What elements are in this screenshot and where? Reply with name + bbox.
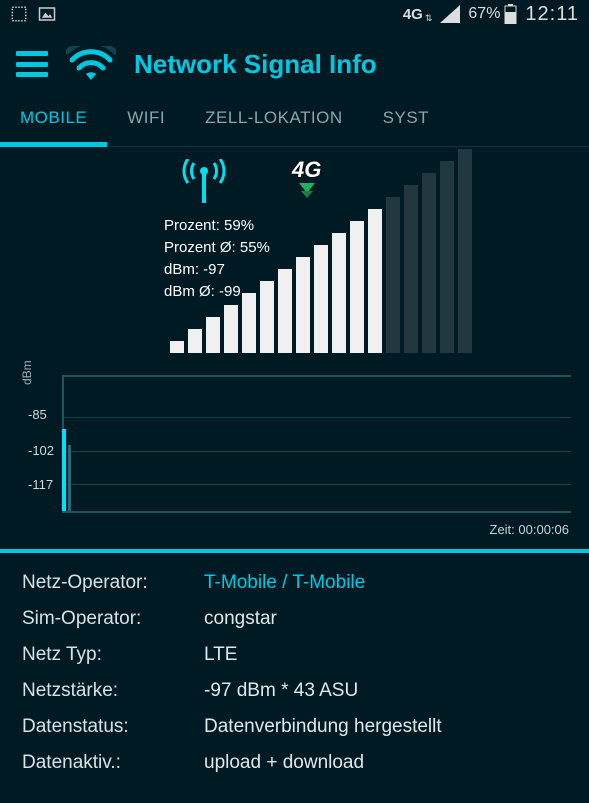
percent-stat: Prozent: 59% bbox=[164, 215, 270, 237]
percent-avg-stat: Prozent Ø: 55% bbox=[164, 237, 270, 259]
dbm-stat: dBm: -97 bbox=[164, 259, 270, 281]
info-row: Netz Typ:LTE bbox=[22, 637, 567, 673]
info-table: Netz-Operator:T-Mobile / T-MobileSim-Ope… bbox=[0, 553, 589, 793]
cell-signal-icon bbox=[440, 5, 460, 23]
graph-data-bar bbox=[62, 429, 66, 511]
graph-tick: -102 bbox=[28, 443, 54, 458]
tab-wifi[interactable]: WIFI bbox=[107, 94, 185, 146]
graph-data-bar bbox=[68, 445, 71, 511]
info-value: LTE bbox=[204, 637, 237, 673]
signal-bar bbox=[422, 173, 436, 353]
clock: 12:11 bbox=[525, 3, 579, 26]
info-value: T-Mobile / T-Mobile bbox=[204, 565, 365, 601]
status-bar: 4G ⇅ 67% 12:11 bbox=[0, 0, 589, 28]
tab-mobile[interactable]: MOBILE bbox=[0, 94, 107, 147]
graph-time: Zeit: 00:00:06 bbox=[490, 522, 570, 537]
info-row: Sim-Operator:congstar bbox=[22, 601, 567, 637]
signal-bar bbox=[386, 197, 400, 353]
graph-area: dBm -85 -102 -117 Zeit: 00:00:06 bbox=[0, 367, 589, 543]
graph-tick: -117 bbox=[28, 477, 53, 492]
signal-bar bbox=[458, 149, 472, 353]
network-type-badge: 4G bbox=[403, 6, 423, 23]
info-row: Netzstärke:-97 dBm * 43 ASU bbox=[22, 673, 567, 709]
info-row: Netz-Operator:T-Mobile / T-Mobile bbox=[22, 565, 567, 601]
signal-bar bbox=[350, 221, 364, 353]
signal-bar bbox=[314, 245, 328, 353]
signal-stats: Prozent: 59% Prozent Ø: 55% dBm: -97 dBm… bbox=[164, 215, 270, 303]
signal-bar bbox=[368, 209, 382, 353]
tab-bar: MOBILE WIFI ZELL-LOKATION SYST bbox=[0, 94, 589, 147]
signal-bar bbox=[170, 341, 184, 353]
battery-percent: 67% bbox=[468, 5, 500, 23]
signal-bar bbox=[206, 317, 220, 353]
wifi-icon bbox=[66, 46, 116, 82]
tab-system[interactable]: SYST bbox=[363, 94, 449, 146]
battery-icon bbox=[504, 4, 517, 24]
graph-box bbox=[62, 375, 571, 513]
app-title: Network Signal Info bbox=[134, 49, 377, 80]
info-value: -97 dBm * 43 ASU bbox=[204, 673, 358, 709]
signal-bar bbox=[188, 329, 202, 353]
info-label: Netzstärke: bbox=[22, 673, 204, 709]
info-row: Datenaktiv.:upload + download bbox=[22, 745, 567, 781]
signal-bar bbox=[278, 269, 292, 353]
signal-bar bbox=[296, 257, 310, 353]
info-row: Datenstatus:Datenverbindung hergestellt bbox=[22, 709, 567, 745]
notification-icon bbox=[10, 5, 28, 23]
info-label: Datenstatus: bbox=[22, 709, 204, 745]
title-bar: Network Signal Info bbox=[0, 28, 589, 94]
info-value: Datenverbindung hergestellt bbox=[204, 709, 442, 745]
signal-area: 4G Prozent: 59% Prozent Ø: 55% dBm: -97 … bbox=[0, 147, 589, 367]
menu-button[interactable] bbox=[16, 51, 48, 77]
info-label: Datenaktiv.: bbox=[22, 745, 204, 781]
graph-tick: -85 bbox=[28, 407, 47, 422]
info-label: Sim-Operator: bbox=[22, 601, 204, 637]
tab-zell-lokation[interactable]: ZELL-LOKATION bbox=[185, 94, 363, 146]
info-value: congstar bbox=[204, 601, 277, 637]
signal-bar bbox=[332, 233, 346, 353]
signal-bar bbox=[404, 185, 418, 353]
signal-bar bbox=[224, 305, 238, 353]
info-label: Netz-Operator: bbox=[22, 565, 204, 601]
info-value: upload + download bbox=[204, 745, 364, 781]
signal-bar bbox=[440, 161, 454, 353]
image-icon bbox=[38, 5, 56, 23]
info-label: Netz Typ: bbox=[22, 637, 204, 673]
graph-y-label: dBm bbox=[20, 360, 34, 385]
dbm-avg-stat: dBm Ø: -99 bbox=[164, 281, 270, 303]
